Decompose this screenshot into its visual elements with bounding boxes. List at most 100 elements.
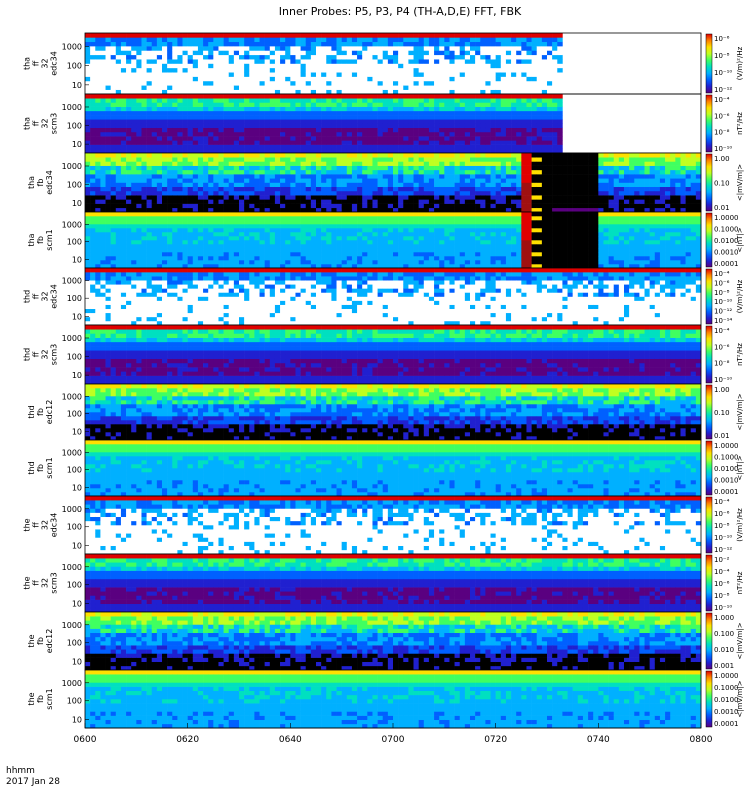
spectrogram-cell — [655, 187, 660, 192]
spectrogram-cell — [131, 72, 136, 77]
spectrogram-cell — [183, 136, 188, 141]
spectrogram-cell — [506, 102, 511, 107]
spectrogram-cell — [177, 94, 182, 99]
spectrogram-cell — [152, 46, 157, 51]
spectrogram-cell — [188, 260, 193, 264]
spectrogram-cell — [388, 124, 393, 129]
spectrogram-cell — [470, 170, 475, 175]
spectrogram-cell — [265, 191, 270, 196]
spectrogram-cell — [218, 132, 223, 137]
spectrogram-cell — [439, 111, 444, 116]
spectrogram-cell — [362, 119, 367, 124]
spectrogram-cell — [162, 115, 167, 120]
spectrogram-cell — [203, 228, 208, 232]
spectrogram-cell — [357, 124, 362, 129]
spectrogram-cell — [208, 33, 213, 38]
spectrogram-cell — [557, 37, 562, 42]
spectrogram-cell — [501, 204, 506, 209]
spectrogram-cell — [429, 140, 434, 145]
spectrogram-cell — [260, 111, 265, 116]
spectrogram-cell — [213, 64, 218, 69]
spectrogram-cell — [260, 153, 265, 158]
spectrogram-cell — [218, 85, 223, 90]
spectrogram-cell — [347, 64, 352, 69]
spectrogram-cell — [280, 178, 285, 183]
spectrogram-cell — [285, 119, 290, 124]
spectrogram-cell — [414, 191, 419, 196]
spectrogram-cell — [167, 228, 172, 232]
spectrogram-cell — [213, 195, 218, 200]
spectrogram-cell — [588, 161, 593, 166]
spectrogram-cell — [126, 64, 131, 69]
spectrogram-cell — [301, 228, 306, 232]
spectrogram-cell — [526, 174, 531, 179]
spectrogram-cell — [511, 199, 516, 204]
spectrogram-cell — [198, 33, 203, 38]
spectrogram-cell — [588, 153, 593, 158]
spectrogram-cell — [301, 42, 306, 47]
spectrogram-cell — [321, 195, 326, 200]
spectrogram-cell — [403, 187, 408, 192]
spectrogram-cell — [337, 157, 342, 162]
spectrogram-cell — [244, 252, 249, 256]
spectrogram-cell — [121, 98, 126, 103]
spectrogram-cell — [372, 132, 377, 137]
spectrogram-cell — [90, 102, 95, 107]
spectrogram-cell — [578, 161, 583, 166]
spectrogram-cell — [557, 187, 562, 192]
spectrogram-cell — [198, 72, 203, 77]
spectrogram-cell — [111, 228, 116, 232]
spectrogram-cell — [280, 124, 285, 129]
spectrogram-cell — [218, 248, 223, 252]
spectrogram-cell — [167, 236, 172, 240]
spectrogram-cell — [501, 153, 506, 158]
spectrogram-cell — [126, 248, 131, 252]
spectrogram-cell — [254, 81, 259, 86]
spectrogram-cell — [295, 187, 300, 192]
spectrogram-cell — [111, 64, 116, 69]
spectrogram-cell — [337, 115, 342, 120]
spectrogram-cell — [198, 94, 203, 99]
spectrogram-cell — [198, 132, 203, 137]
spectrogram-cell — [100, 145, 105, 150]
spectrogram-cell — [383, 77, 388, 82]
spectrogram-cell — [203, 59, 208, 64]
spectrogram-cell — [362, 128, 367, 133]
spectrogram-cell — [552, 136, 557, 141]
spectrogram-cell — [347, 98, 352, 103]
spectrogram-cell — [552, 199, 557, 204]
spectrogram-cell — [275, 85, 280, 90]
spectrogram-cell — [588, 170, 593, 175]
spectrogram-cell — [480, 166, 485, 171]
spectrogram-cell — [106, 187, 111, 192]
spectrogram-cell — [414, 50, 419, 55]
spectrogram-cell — [491, 183, 496, 188]
spectrogram-cell — [136, 260, 141, 264]
spectrogram-cell — [311, 240, 316, 244]
spectrogram-cell — [660, 204, 665, 209]
spectrogram-cell — [521, 170, 526, 175]
spectrogram-cell — [516, 64, 521, 69]
spectrogram-cell — [301, 72, 306, 77]
spectrogram-cell — [136, 157, 141, 162]
spectrogram-cell — [331, 124, 336, 129]
spectrogram-cell — [177, 183, 182, 188]
spectrogram-cell — [229, 128, 234, 133]
spectrogram-cell — [213, 42, 218, 47]
spectrogram-cell — [393, 174, 398, 179]
spectrogram-cell — [265, 107, 270, 112]
spectrogram-cell — [337, 42, 342, 47]
spectrogram-cell — [285, 64, 290, 69]
spectrogram-cell — [552, 111, 557, 116]
spectrogram-cell — [147, 37, 152, 42]
spectrogram-cell — [419, 119, 424, 124]
spectrogram-cell — [244, 157, 249, 162]
spectrogram-cell — [480, 187, 485, 192]
spectrogram-cell — [265, 124, 270, 129]
spectrogram-cell — [183, 64, 188, 69]
spectrogram-cell — [183, 124, 188, 129]
spectrogram-cell — [183, 94, 188, 99]
spectrogram-cell — [362, 199, 367, 204]
spectrogram-cell — [414, 68, 419, 73]
spectrogram-cell — [429, 183, 434, 188]
